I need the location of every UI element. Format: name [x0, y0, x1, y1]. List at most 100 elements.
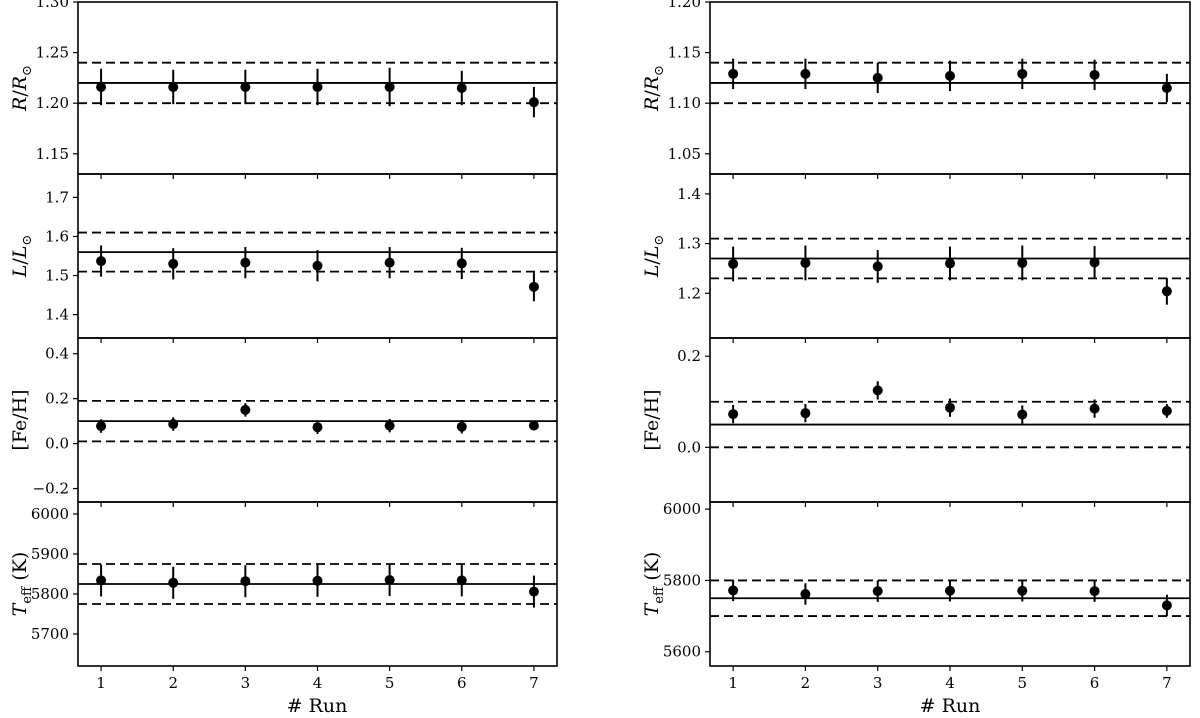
y-tick-label: 5900: [31, 545, 69, 563]
x-tick-label: 2: [801, 674, 811, 692]
data-point: [240, 257, 251, 268]
y-axis-label: L/L⊙: [9, 235, 35, 279]
x-tick-label: 1: [728, 674, 738, 692]
y-tick-label: 1.5: [45, 267, 69, 285]
data-point: [240, 576, 251, 587]
x-tick-label: 3: [241, 674, 251, 692]
panel-frame: [77, 337, 558, 503]
data-point: [872, 586, 883, 597]
y-tick-label: 1.4: [45, 306, 69, 324]
data-point: [456, 258, 467, 269]
data-point: [528, 586, 539, 597]
data-point: [800, 257, 811, 268]
data-point: [528, 97, 539, 108]
data-point: [1161, 405, 1172, 416]
y-tick-label: 1.7: [45, 188, 69, 206]
y-tick-label: 1.10: [668, 94, 701, 112]
data-point: [168, 258, 179, 269]
data-point: [312, 422, 323, 433]
data-point: [728, 409, 739, 420]
data-point: [528, 281, 539, 292]
data-point: [1089, 586, 1100, 597]
data-point: [456, 421, 467, 432]
x-tick-label: 6: [457, 674, 467, 692]
data-point: [945, 402, 955, 413]
y-axis-label: R/R⊙: [9, 65, 35, 112]
y-axis-label: Teff (K): [641, 552, 667, 617]
data-point: [384, 575, 395, 585]
data-point: [800, 588, 811, 599]
data-point: [1017, 68, 1028, 79]
y-tick-label: 1.30: [36, 0, 69, 11]
data-point: [1017, 585, 1028, 596]
data-point: [96, 575, 107, 586]
data-point: [945, 585, 955, 596]
data-point: [456, 575, 467, 586]
panel-left-temperature: 5700 5800 5900 6000 1 2 3 4 5 6 7 Teff (K): [9, 501, 558, 692]
data-point: [1161, 600, 1172, 611]
x-tick-label: 4: [313, 674, 323, 692]
x-tick-label: 5: [1018, 674, 1028, 692]
y-tick-label: 5800: [663, 571, 701, 589]
data-point: [1089, 69, 1100, 80]
y-tick-label: 1.25: [36, 44, 69, 62]
x-tick-label: 7: [529, 674, 539, 692]
y-tick-label: 0.4: [45, 345, 69, 363]
y-axis-label: L/L⊙: [641, 235, 667, 279]
panel-right-metallicity: 0.0 0.2 [Fe/H]: [641, 337, 1191, 507]
y-tick-label: 1.15: [668, 44, 701, 62]
data-point: [872, 385, 883, 396]
data-point: [312, 260, 323, 271]
data-point: [528, 420, 539, 431]
data-point: [168, 81, 179, 92]
data-point: [240, 404, 251, 415]
panel-right-temperature: 5600 5800 6000 1 2 3 4 5 6 7 Teff (K): [641, 500, 1191, 692]
data-point: [728, 585, 739, 596]
y-tick-label: 6000: [663, 500, 701, 518]
y-axis-label: [Fe/H]: [641, 389, 663, 450]
y-tick-label: 1.4: [677, 185, 701, 203]
data-point: [1017, 409, 1028, 420]
data-point: [872, 72, 883, 83]
y-tick-label: 5600: [663, 643, 701, 661]
panel-right-luminosity: 1.2 1.3 1.4 L/L⊙: [641, 173, 1191, 343]
data-point: [312, 81, 323, 92]
y-tick-label: 5800: [31, 585, 69, 603]
panel-left-luminosity: 1.4 1.5 1.6 1.7 L/L⊙: [9, 173, 558, 343]
x-tick-label: 1: [96, 674, 106, 692]
x-tick-label: 4: [945, 674, 955, 692]
data-point: [1017, 257, 1028, 268]
data-point: [240, 81, 251, 92]
x-tick-label: 7: [1162, 674, 1172, 692]
panel-left-radius: 1.15 1.20 1.25 1.30 R/R⊙: [9, 0, 558, 179]
y-tick-label: 1.6: [45, 227, 69, 245]
data-point: [728, 68, 739, 79]
data-point: [384, 420, 395, 431]
data-point: [96, 421, 107, 432]
y-tick-label: 0.2: [45, 390, 69, 408]
y-axis-label: R/R⊙: [641, 65, 667, 112]
data-point: [728, 258, 739, 269]
y-tick-label: 6000: [31, 505, 69, 523]
x-tick-label: 5: [385, 674, 395, 692]
panel-frame: [709, 337, 1191, 503]
y-tick-label: 1.05: [668, 145, 701, 163]
data-point: [1089, 403, 1100, 414]
data-point: [168, 419, 179, 430]
x-tick-label: 2: [168, 674, 178, 692]
panel-frame: [709, 501, 1191, 667]
data-point: [872, 261, 883, 272]
panel-frame: [77, 501, 558, 667]
x-tick-label: 6: [1090, 674, 1100, 692]
data-point: [312, 575, 323, 586]
x-axis-label-left: # Run: [287, 695, 348, 717]
data-point: [1161, 83, 1172, 93]
x-axis-label-right: # Run: [920, 695, 981, 717]
y-axis-label: [Fe/H]: [9, 389, 31, 450]
data-point: [384, 81, 395, 92]
y-tick-label: 0.2: [677, 347, 701, 365]
data-point: [945, 70, 955, 81]
data-point: [384, 257, 395, 268]
y-tick-label: 1.2: [677, 284, 701, 302]
